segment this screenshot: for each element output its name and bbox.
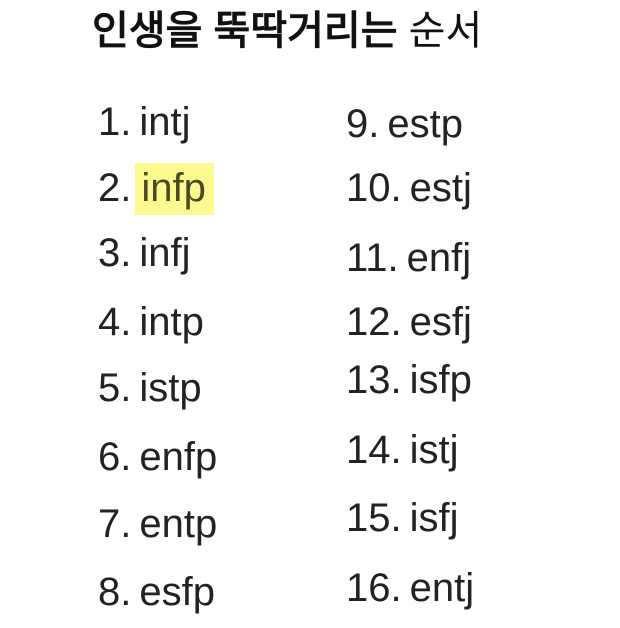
- mbti-type: isfp: [409, 358, 472, 402]
- mbti-type: entp: [139, 502, 218, 546]
- list-item: 16. entj: [346, 564, 474, 612]
- mbti-type: esfj: [409, 300, 472, 344]
- mbti-type: infj: [139, 231, 191, 275]
- list-item: 15. isfj: [346, 494, 459, 542]
- list-item: 6. enfp: [98, 433, 217, 481]
- rank-number: 2.: [98, 166, 132, 210]
- rank-number: 15.: [346, 496, 402, 540]
- rank-number: 1.: [98, 100, 132, 144]
- list-item: 1. intj: [98, 98, 191, 146]
- list-item: 8. esfp: [98, 568, 215, 616]
- list-item: 13. isfp: [346, 356, 472, 404]
- mbti-type: enfj: [406, 236, 472, 280]
- list-item: 3. infj: [98, 229, 191, 277]
- rank-number: 9.: [346, 102, 380, 146]
- rank-number: 8.: [98, 570, 132, 614]
- mbti-type: istj: [409, 428, 459, 472]
- rank-number: 13.: [346, 358, 402, 402]
- mbti-type: esfp: [139, 570, 215, 614]
- rank-number: 5.: [98, 366, 132, 410]
- mbti-type: estj: [409, 166, 472, 210]
- title-regular: 순서: [408, 9, 483, 53]
- mbti-type: enfp: [139, 435, 218, 479]
- list-item: 10. estj: [346, 164, 472, 212]
- list-item: 4. intp: [98, 298, 204, 346]
- highlighted-type: infp: [135, 163, 214, 215]
- list-item: 2. infp: [98, 163, 214, 215]
- list-item: 12. esfj: [346, 298, 472, 346]
- rank-number: 3.: [98, 231, 132, 275]
- title-bold: 인생을 뚝딱거리는: [92, 9, 398, 53]
- list-item: 14. istj: [346, 426, 459, 474]
- list-item: 5. istp: [98, 364, 202, 412]
- mbti-type: entj: [409, 566, 475, 610]
- mbti-type: intj: [139, 100, 191, 144]
- rank-number: 6.: [98, 435, 132, 479]
- rank-number: 10.: [346, 166, 402, 210]
- rank-number: 11.: [346, 236, 399, 280]
- rank-number: 14.: [346, 428, 402, 472]
- list-item: 11. enfj: [346, 234, 471, 282]
- mbti-type: istp: [139, 366, 202, 410]
- rank-number: 16.: [346, 566, 402, 610]
- mbti-type: intp: [139, 300, 204, 344]
- list-item: 9. estp: [346, 100, 463, 148]
- rank-number: 4.: [98, 300, 132, 344]
- rank-number: 12.: [346, 300, 402, 344]
- mbti-type: estp: [387, 102, 463, 146]
- list-item: 7. entp: [98, 500, 217, 548]
- title: 인생을 뚝딱거리는 순서: [92, 6, 482, 56]
- mbti-type: isfj: [409, 496, 459, 540]
- rank-number: 7.: [98, 502, 132, 546]
